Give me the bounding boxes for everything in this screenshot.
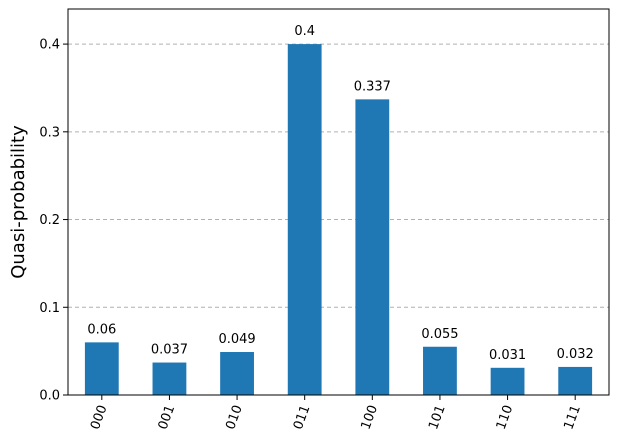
- x-tick-label: 000: [88, 403, 111, 431]
- bar-value-label: 0.049: [218, 332, 255, 347]
- bar-000: [84, 342, 119, 395]
- bar-001: [152, 362, 187, 395]
- y-tick-label: 0.1: [39, 301, 60, 316]
- bar-value-label: 0.032: [557, 347, 594, 362]
- bar-value-label: 0.337: [354, 79, 391, 94]
- bar-101: [423, 346, 457, 395]
- bar-111: [558, 366, 593, 395]
- axes: [63, 8, 610, 400]
- bar-110: [490, 367, 525, 395]
- x-tick-label: 111: [561, 403, 584, 431]
- bar-value-label: 0.037: [151, 343, 188, 358]
- bar-value-label: 0.06: [87, 322, 116, 337]
- bar-value-label: 0.055: [421, 327, 458, 342]
- y-tick-label: 0.0: [39, 389, 60, 404]
- y-tick-label: 0.4: [39, 38, 60, 53]
- bar-010: [220, 352, 254, 395]
- grid-lines: [68, 43, 609, 308]
- bar-value-label: 0.031: [489, 348, 526, 363]
- bar-100: [355, 99, 390, 395]
- bar-011: [287, 44, 322, 395]
- x-tick-label: 110: [494, 403, 517, 431]
- x-tick-label: 101: [426, 403, 449, 431]
- y-tick-label: 0.2: [39, 213, 60, 228]
- x-tick-label: 011: [291, 403, 314, 431]
- bar-value-label: 0.4: [294, 24, 315, 39]
- y-axis-title: Quasi-probability: [8, 125, 29, 279]
- x-tick-label: 010: [223, 403, 246, 431]
- y-tick-label: 0.3: [39, 125, 60, 140]
- labels: 0.0 0.1 0.2 0.3 0.4 0.06 000 0.037 001 0.049 010 0.…: [39, 24, 593, 432]
- bars: [84, 44, 593, 395]
- x-tick-label: 100: [358, 403, 381, 431]
- x-tick-label: 001: [156, 403, 179, 431]
- plot-frame: [67, 8, 610, 396]
